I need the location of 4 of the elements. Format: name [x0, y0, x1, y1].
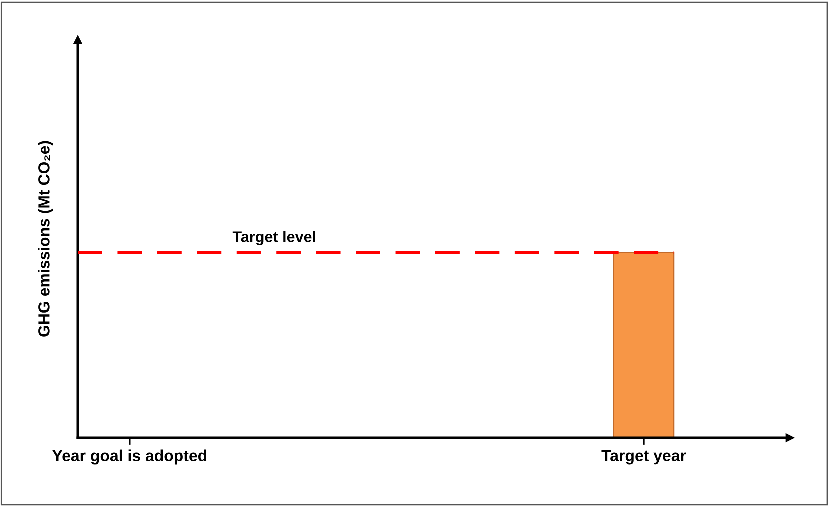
- x-tick-label: Year goal is adopted: [52, 450, 207, 465]
- ref-line-label: Target level: [232, 231, 316, 246]
- y-axis-title: GHG emissions (Mt CO₂e): [38, 141, 53, 337]
- x-tick-label: Target year: [602, 450, 686, 465]
